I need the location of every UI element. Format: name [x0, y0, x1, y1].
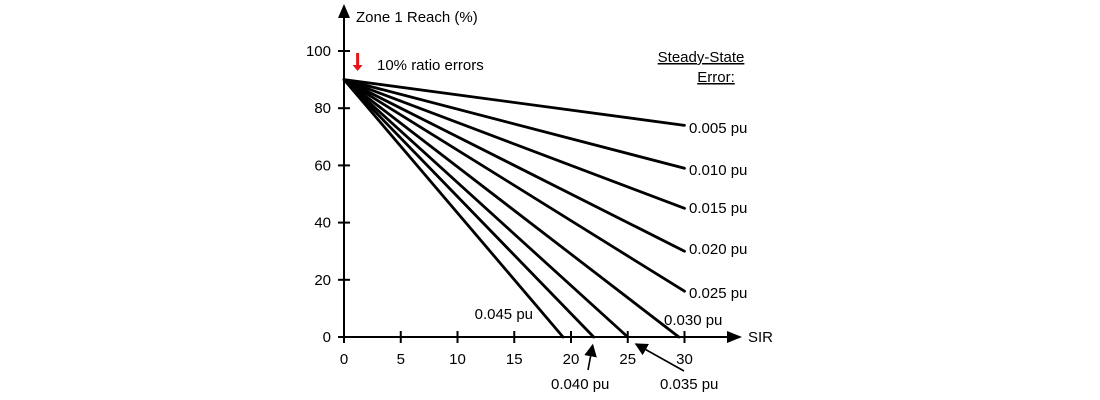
series-line — [342, 78, 686, 293]
series-label: 0.035 pu — [660, 376, 718, 393]
series-label: 0.025 pu — [689, 285, 747, 302]
leader-arrow-0.035 — [634, 343, 685, 372]
x-tick-label: 15 — [506, 351, 523, 368]
y-tick-label: 40 — [314, 215, 331, 232]
x-ticks: 0 5 10 15 20 25 30 — [340, 331, 693, 368]
leader-arrow-0.040 — [584, 343, 597, 371]
series-line — [342, 78, 681, 339]
series-label: 0.020 pu — [689, 241, 747, 258]
series-label: 0.005 pu — [689, 120, 747, 137]
series-line — [342, 78, 596, 339]
series-lines — [342, 78, 686, 339]
legend-title-line1: Steady-State — [658, 49, 745, 66]
series-line — [342, 78, 565, 339]
y-tick-label: 80 — [314, 100, 331, 117]
series-label: 0.010 pu — [689, 162, 747, 179]
series-line — [342, 78, 686, 127]
red-arrow-icon — [352, 53, 363, 72]
annotation-text: 10% ratio errors — [377, 57, 484, 74]
y-ticks: 0 20 40 60 80 100 — [306, 43, 350, 346]
y-tick-label: 20 — [314, 272, 331, 289]
series-label: 0.030 pu — [664, 312, 722, 329]
x-axis-title: SIR — [748, 329, 773, 346]
series-line — [342, 78, 686, 253]
leader-arrows — [584, 343, 685, 372]
x-tick-label: 30 — [676, 351, 693, 368]
legend-title: Steady-State Error: — [658, 49, 745, 86]
legend-title-line2: Error: — [697, 69, 735, 86]
series-label: 0.015 pu — [689, 200, 747, 217]
y-axis-title: Zone 1 Reach (%) — [356, 9, 478, 26]
series-label: 0.045 pu — [475, 306, 533, 323]
y-tick-label: 60 — [314, 157, 331, 174]
series-label: 0.040 pu — [551, 376, 609, 393]
x-tick-label: 0 — [340, 351, 348, 368]
x-axis-arrowhead — [727, 331, 742, 343]
y-tick-label: 0 — [323, 329, 331, 346]
series-line — [342, 78, 630, 339]
series-labels: 0.005 pu 0.010 pu 0.015 pu 0.020 pu 0.025 pu… — [475, 120, 748, 393]
y-tick-label: 100 — [306, 43, 331, 60]
x-tick-label: 20 — [563, 351, 580, 368]
x-tick-label: 10 — [449, 351, 466, 368]
x-tick-label: 5 — [397, 351, 405, 368]
series-line — [342, 78, 686, 210]
x-tick-label: 25 — [619, 351, 636, 368]
series-line — [342, 78, 686, 170]
y-axis-arrowhead — [338, 4, 350, 18]
annotation: 10% ratio errors — [352, 53, 484, 74]
axes: SIR Zone 1 Reach (%) — [338, 4, 773, 346]
